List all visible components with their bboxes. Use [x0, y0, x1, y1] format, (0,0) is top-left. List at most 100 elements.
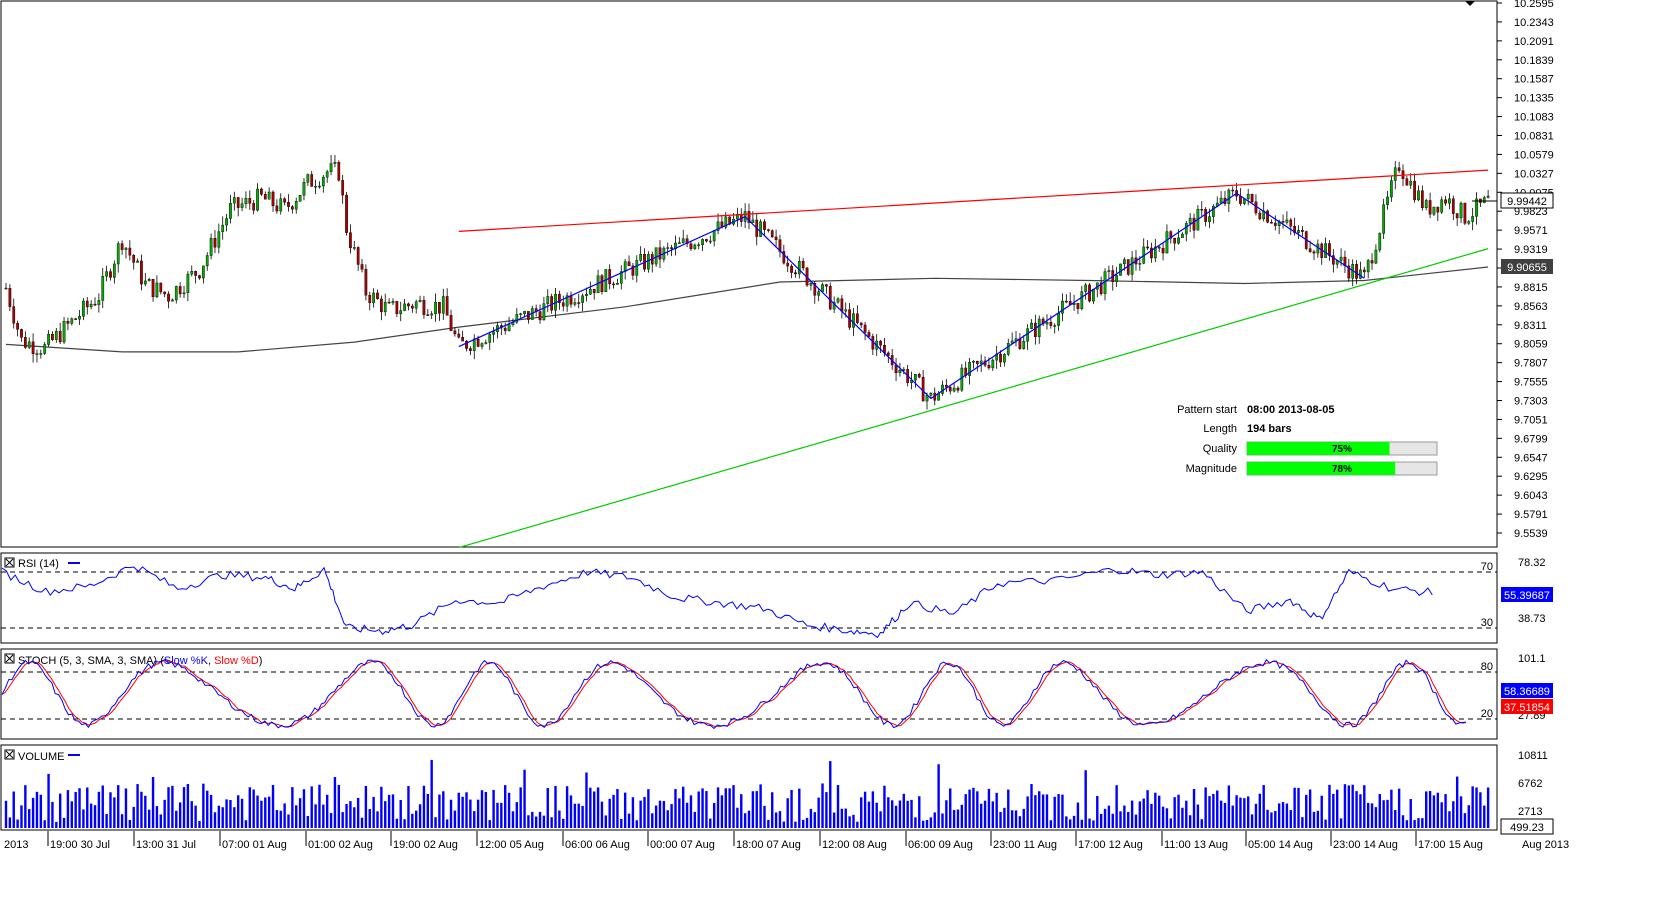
candle	[1428, 192, 1432, 219]
volume-bar	[635, 820, 638, 828]
candle	[1219, 191, 1223, 205]
volume-bar	[1308, 789, 1312, 828]
volume-bar	[941, 813, 944, 828]
volume-bar	[1185, 800, 1188, 828]
candle	[968, 357, 971, 385]
volume-bar	[1421, 818, 1424, 828]
candle	[217, 223, 221, 254]
volume-bar	[287, 814, 290, 828]
volume-bar	[805, 817, 809, 828]
volume-bar	[1034, 795, 1037, 828]
candle	[480, 342, 484, 350]
volume-bar	[577, 803, 580, 828]
volume-bar	[844, 808, 847, 828]
volume-bar	[175, 810, 178, 828]
candle	[39, 349, 43, 359]
volume-bar	[387, 794, 391, 828]
candle	[855, 305, 859, 325]
candle	[1382, 198, 1386, 239]
candle	[1150, 242, 1153, 263]
candle	[519, 312, 523, 319]
candle	[410, 303, 414, 313]
candle	[1378, 232, 1382, 253]
candle	[546, 289, 550, 313]
price-tick-label: 9.6547	[1514, 452, 1548, 464]
candle	[612, 281, 615, 289]
candle	[383, 293, 387, 316]
volume-bar	[608, 798, 611, 828]
volume-bar	[1096, 796, 1099, 828]
volume-bar	[1374, 807, 1378, 828]
price-tick-label: 9.8563	[1514, 301, 1548, 313]
candle	[902, 367, 906, 375]
x-tick-label: 05:00 14 Aug	[1248, 839, 1313, 851]
volume-bar	[972, 787, 975, 828]
magnitude-gauge-fill	[1247, 462, 1396, 475]
candle	[360, 258, 364, 273]
candle	[666, 242, 670, 256]
volume-bar	[314, 804, 317, 828]
volume-bar	[542, 815, 546, 828]
price-tick-label: 9.8311	[1514, 320, 1547, 332]
candle	[1386, 191, 1389, 210]
volume-bar	[368, 809, 371, 828]
volume-bar	[999, 812, 1002, 828]
candle	[979, 354, 983, 372]
volume-tick-low: 2713	[1518, 806, 1542, 818]
volume-bar	[945, 800, 948, 828]
volume-bar	[1123, 805, 1126, 828]
pattern-info: Pattern start 08:00 2013-08-05 Length 19…	[1177, 404, 1438, 476]
volume-bar	[825, 792, 828, 828]
candle	[898, 362, 902, 377]
volume-bar	[97, 791, 101, 828]
volume-bar	[78, 788, 81, 828]
volume-bar	[167, 787, 170, 828]
volume-bar	[1181, 807, 1184, 828]
volume-bar	[596, 787, 600, 828]
candle	[74, 317, 78, 320]
candle	[1471, 207, 1475, 231]
rsi-panel-frame	[0, 552, 1498, 644]
volume-bar	[1459, 796, 1463, 828]
candle	[445, 288, 449, 316]
volume-bar	[1169, 818, 1173, 828]
candle	[143, 273, 147, 287]
candle	[1285, 211, 1289, 225]
candle	[418, 295, 422, 303]
candle	[716, 213, 720, 235]
rsi-last-value: 55.39687	[1504, 590, 1550, 602]
candle	[1212, 204, 1215, 224]
volume-bar	[360, 817, 364, 828]
candle	[1463, 202, 1467, 226]
candle	[275, 199, 279, 214]
candle	[225, 213, 228, 232]
volume-bar	[623, 792, 627, 828]
volume-bar	[449, 799, 453, 828]
candle	[352, 241, 356, 251]
price-tick-label: 9.9823	[1514, 206, 1548, 218]
candle	[619, 265, 623, 290]
volume-bar	[1119, 811, 1122, 828]
volume-bar	[554, 785, 557, 828]
volume-bar	[155, 806, 159, 828]
candle	[1107, 265, 1111, 280]
quality-value: 75%	[1332, 444, 1352, 455]
stoch-panel-frame	[0, 648, 1498, 740]
volume-bar	[894, 805, 898, 828]
candle	[1022, 335, 1026, 350]
volume-bar	[1061, 794, 1064, 828]
candle	[1119, 263, 1122, 276]
candle	[51, 331, 54, 342]
volume-bar	[484, 791, 488, 828]
volume-bar	[581, 805, 584, 828]
candle	[159, 282, 163, 295]
scroll-marker-icon[interactable]	[1465, 1, 1475, 6]
candle	[484, 339, 488, 345]
candle	[914, 373, 917, 388]
price-tick-label: 9.7051	[1514, 414, 1548, 426]
volume-bar	[1270, 812, 1273, 828]
candle	[1064, 294, 1068, 304]
candle	[1413, 173, 1416, 203]
volume-bar	[755, 791, 758, 828]
candle	[403, 299, 406, 312]
